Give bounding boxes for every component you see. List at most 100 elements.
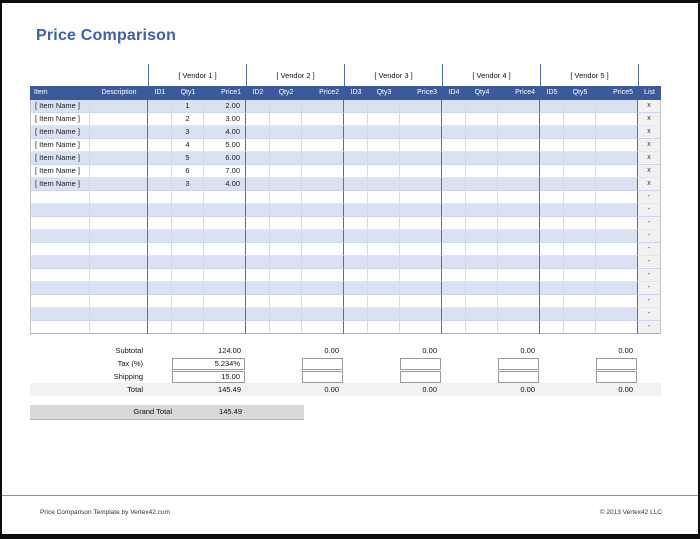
qty-cell[interactable] <box>466 256 498 269</box>
id-cell[interactable] <box>442 178 466 191</box>
qty-cell[interactable] <box>270 178 302 191</box>
id-cell[interactable] <box>442 256 466 269</box>
qty-cell[interactable] <box>270 230 302 243</box>
qty-cell[interactable]: 5 <box>172 152 204 165</box>
price-cell[interactable] <box>302 126 344 139</box>
price-cell[interactable] <box>498 256 540 269</box>
id-cell[interactable] <box>148 139 172 152</box>
qty-cell[interactable] <box>172 308 204 321</box>
id-cell[interactable] <box>442 295 466 308</box>
id-cell[interactable] <box>442 152 466 165</box>
item-cell[interactable]: [ Item Name ] <box>30 126 90 139</box>
id-cell[interactable] <box>148 100 172 113</box>
qty-cell[interactable]: 3 <box>172 178 204 191</box>
id-cell[interactable] <box>540 308 564 321</box>
qty-cell[interactable] <box>368 126 400 139</box>
qty-cell[interactable] <box>564 152 596 165</box>
price-cell[interactable] <box>498 152 540 165</box>
price-cell[interactable] <box>596 256 638 269</box>
qty-cell[interactable] <box>270 165 302 178</box>
item-cell[interactable]: [ Item Name ] <box>30 113 90 126</box>
qty-cell[interactable] <box>270 321 302 334</box>
qty-cell[interactable] <box>466 308 498 321</box>
qty-cell[interactable] <box>368 191 400 204</box>
qty-cell[interactable] <box>466 321 498 334</box>
qty-cell[interactable] <box>564 321 596 334</box>
price-cell[interactable] <box>498 243 540 256</box>
id-cell[interactable] <box>246 139 270 152</box>
vendor-group-label[interactable]: [ Vendor 5 ] <box>540 64 638 86</box>
id-cell[interactable] <box>148 256 172 269</box>
item-cell[interactable]: [ Item Name ] <box>30 139 90 152</box>
id-cell[interactable] <box>246 282 270 295</box>
price-cell[interactable]: 2.00 <box>204 100 246 113</box>
price-cell[interactable] <box>498 321 540 334</box>
tax-input-cell[interactable] <box>596 357 637 370</box>
price-cell[interactable] <box>302 282 344 295</box>
price-cell[interactable] <box>596 113 638 126</box>
qty-cell[interactable] <box>564 139 596 152</box>
price-cell[interactable] <box>498 100 540 113</box>
price-cell[interactable] <box>400 321 442 334</box>
qty-cell[interactable] <box>270 113 302 126</box>
description-cell[interactable] <box>90 282 148 295</box>
price-cell[interactable] <box>302 243 344 256</box>
item-cell[interactable] <box>30 191 90 204</box>
qty-cell[interactable] <box>172 256 204 269</box>
qty-cell[interactable] <box>368 282 400 295</box>
qty-cell[interactable] <box>466 204 498 217</box>
id-cell[interactable] <box>148 126 172 139</box>
qty-cell[interactable] <box>368 295 400 308</box>
price-cell[interactable] <box>302 321 344 334</box>
price-cell[interactable] <box>596 126 638 139</box>
id-cell[interactable] <box>540 269 564 282</box>
item-cell[interactable] <box>30 204 90 217</box>
price-cell[interactable] <box>498 139 540 152</box>
price-cell[interactable] <box>400 126 442 139</box>
id-cell[interactable] <box>344 243 368 256</box>
item-cell[interactable]: [ Item Name ] <box>30 100 90 113</box>
qty-cell[interactable] <box>564 126 596 139</box>
id-cell[interactable] <box>344 100 368 113</box>
qty-cell[interactable]: 3 <box>172 126 204 139</box>
price-cell[interactable] <box>400 269 442 282</box>
description-cell[interactable] <box>90 113 148 126</box>
price-cell[interactable] <box>498 113 540 126</box>
id-cell[interactable] <box>246 113 270 126</box>
qty-cell[interactable] <box>270 204 302 217</box>
id-cell[interactable] <box>148 295 172 308</box>
price-cell[interactable] <box>204 308 246 321</box>
qty-cell[interactable] <box>564 204 596 217</box>
description-cell[interactable] <box>90 256 148 269</box>
id-cell[interactable] <box>246 295 270 308</box>
id-cell[interactable] <box>246 230 270 243</box>
qty-cell[interactable]: 4 <box>172 139 204 152</box>
qty-cell[interactable] <box>564 308 596 321</box>
qty-cell[interactable] <box>466 191 498 204</box>
id-cell[interactable] <box>540 178 564 191</box>
qty-cell[interactable] <box>270 100 302 113</box>
id-cell[interactable] <box>540 191 564 204</box>
id-cell[interactable] <box>148 230 172 243</box>
price-cell[interactable] <box>400 139 442 152</box>
shipping-input-cell[interactable] <box>302 370 343 383</box>
description-cell[interactable] <box>90 269 148 282</box>
id-cell[interactable] <box>442 191 466 204</box>
qty-cell[interactable] <box>466 152 498 165</box>
id-cell[interactable] <box>246 152 270 165</box>
id-cell[interactable] <box>540 204 564 217</box>
price-cell[interactable] <box>498 269 540 282</box>
qty-cell[interactable] <box>564 113 596 126</box>
price-cell[interactable] <box>302 256 344 269</box>
price-cell[interactable] <box>400 308 442 321</box>
price-cell[interactable]: 3.00 <box>204 113 246 126</box>
qty-cell[interactable] <box>564 256 596 269</box>
id-cell[interactable] <box>148 113 172 126</box>
price-cell[interactable] <box>302 139 344 152</box>
price-cell[interactable] <box>596 152 638 165</box>
qty-cell[interactable] <box>466 269 498 282</box>
id-cell[interactable] <box>344 204 368 217</box>
vendor-group-label[interactable]: [ Vendor 3 ] <box>344 64 442 86</box>
qty-cell[interactable] <box>564 230 596 243</box>
qty-cell[interactable] <box>172 282 204 295</box>
